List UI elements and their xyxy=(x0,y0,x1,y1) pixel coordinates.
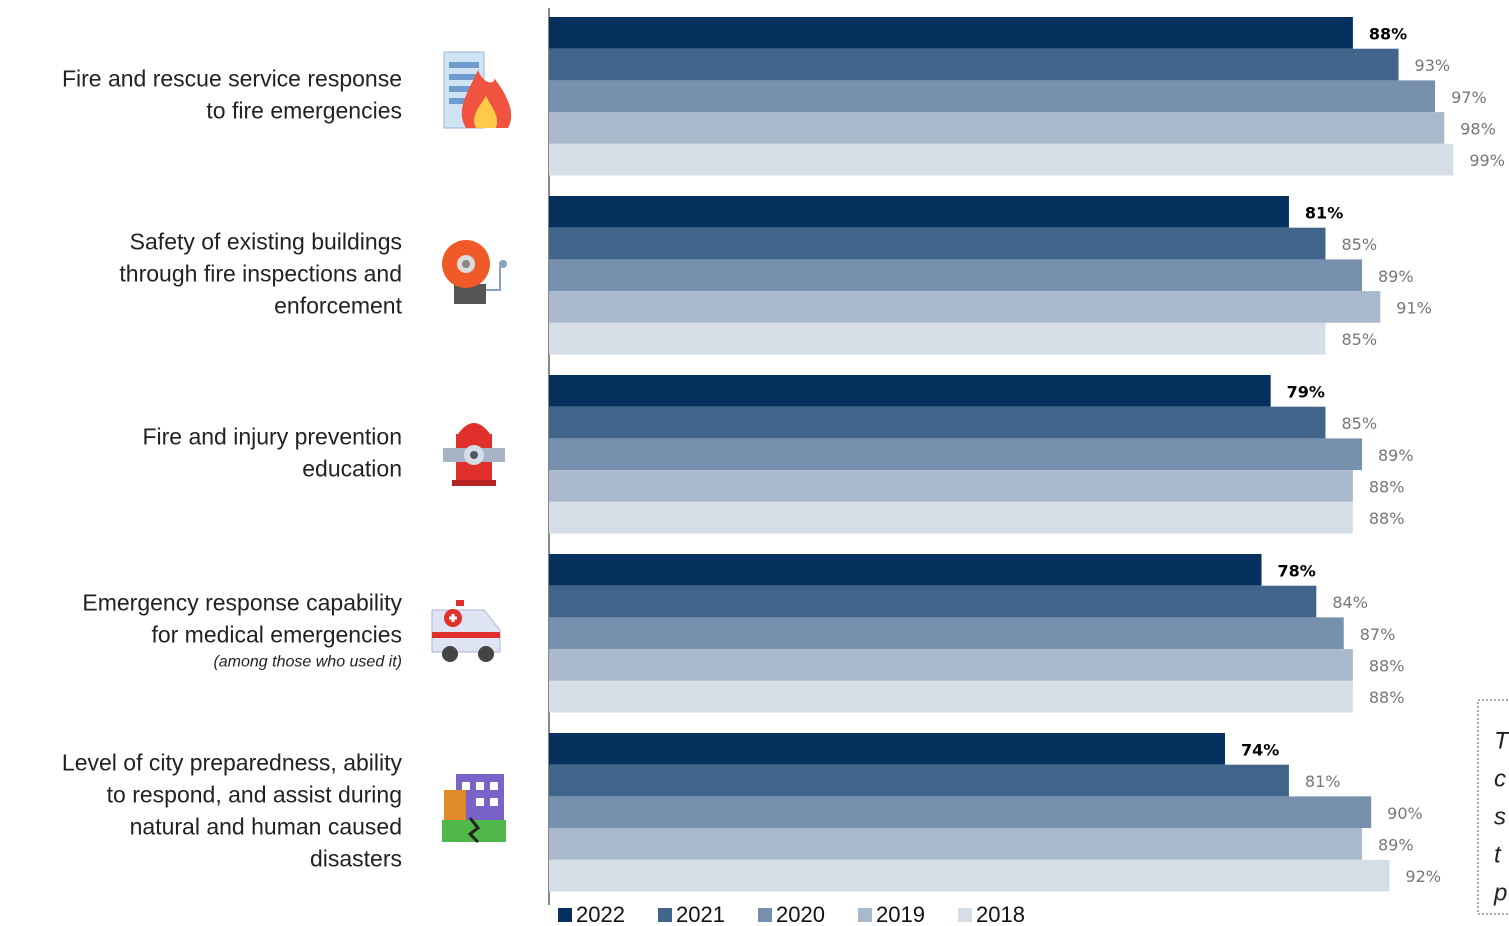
value-label: 88% xyxy=(1369,477,1405,496)
bar xyxy=(549,502,1353,534)
icon-alarm-bell xyxy=(442,240,507,304)
value-label: 92% xyxy=(1405,867,1441,886)
category-note: (among those who used it) xyxy=(213,654,402,671)
bar xyxy=(549,291,1380,323)
value-label: 89% xyxy=(1378,835,1414,854)
value-label: 88% xyxy=(1369,509,1405,528)
category-label: education xyxy=(302,455,402,481)
legend-swatch xyxy=(558,908,572,922)
category-label: to fire emergencies xyxy=(206,97,402,123)
value-label: 81% xyxy=(1305,772,1341,791)
value-label: 89% xyxy=(1378,267,1414,286)
category-label: disasters xyxy=(310,845,402,871)
category-label: to respond, and assist during xyxy=(107,781,402,807)
icon-ambulance xyxy=(432,600,500,662)
value-label: 85% xyxy=(1341,330,1377,349)
legend-label: 2019 xyxy=(876,902,925,926)
note-text: t xyxy=(1494,841,1502,868)
category-label: enforcement xyxy=(274,292,402,318)
category-label: Level of city preparedness, ability xyxy=(62,749,403,775)
legend-swatch xyxy=(858,908,872,922)
legend-label: 2020 xyxy=(776,902,825,926)
value-label: 87% xyxy=(1360,625,1396,644)
category-label: Safety of existing buildings xyxy=(130,228,402,254)
value-label: 79% xyxy=(1287,382,1325,401)
bar xyxy=(549,617,1344,649)
category-label: for medical emergencies xyxy=(151,622,402,648)
bar xyxy=(549,554,1262,586)
value-label: 84% xyxy=(1332,593,1368,612)
bar xyxy=(549,323,1325,355)
bar xyxy=(549,259,1362,291)
value-label: 74% xyxy=(1241,740,1279,759)
value-label: 99% xyxy=(1469,151,1505,170)
value-label: 93% xyxy=(1415,56,1451,75)
icon-building-fire xyxy=(444,52,511,128)
bar xyxy=(549,860,1389,892)
bar xyxy=(549,649,1353,681)
bar xyxy=(549,470,1353,502)
legend-swatch xyxy=(758,908,772,922)
bar xyxy=(549,228,1325,260)
bar xyxy=(549,80,1435,112)
note-text: p xyxy=(1493,879,1507,906)
category-label: natural and human caused xyxy=(130,813,402,839)
legend-swatch xyxy=(658,908,672,922)
bar xyxy=(549,196,1289,228)
value-label: 88% xyxy=(1369,656,1405,675)
legend-label: 2022 xyxy=(576,902,625,926)
value-label: 90% xyxy=(1387,804,1423,823)
bar xyxy=(549,112,1444,144)
bar xyxy=(549,765,1289,797)
note-text: s xyxy=(1494,803,1506,830)
bar xyxy=(549,438,1362,470)
category-label: Fire and rescue service response xyxy=(62,65,402,91)
legend-label: 2018 xyxy=(976,902,1025,926)
value-label: 81% xyxy=(1305,203,1343,222)
value-label: 78% xyxy=(1278,561,1316,580)
icon-hydrant xyxy=(443,423,505,486)
bar xyxy=(549,796,1371,828)
chart: Fire and rescue service response to fire … xyxy=(0,0,1509,926)
value-label: 85% xyxy=(1341,235,1377,254)
value-label: 89% xyxy=(1378,446,1414,465)
bar xyxy=(549,733,1225,765)
bar xyxy=(549,375,1271,407)
legend-swatch xyxy=(958,908,972,922)
category-label: through fire inspections and xyxy=(119,260,402,286)
value-label: 97% xyxy=(1451,88,1487,107)
bar xyxy=(549,828,1362,860)
note-text: T xyxy=(1494,727,1509,754)
value-label: 85% xyxy=(1341,414,1377,433)
bar xyxy=(549,681,1353,713)
bar xyxy=(549,17,1353,49)
bar xyxy=(549,49,1399,81)
note-text: c xyxy=(1494,765,1506,792)
page: {"chart_data": {"type": "bar", "orientat… xyxy=(0,0,1509,926)
bar xyxy=(549,586,1316,618)
bar xyxy=(549,407,1325,439)
bar xyxy=(549,144,1453,176)
value-label: 88% xyxy=(1369,24,1407,43)
value-label: 91% xyxy=(1396,298,1432,317)
legend-label: 2021 xyxy=(676,902,725,926)
value-label: 98% xyxy=(1460,119,1496,138)
value-label: 88% xyxy=(1369,688,1405,707)
category-label: Fire and injury prevention xyxy=(142,423,402,449)
icon-disaster xyxy=(442,774,506,842)
category-label: Emergency response capability xyxy=(82,590,402,616)
